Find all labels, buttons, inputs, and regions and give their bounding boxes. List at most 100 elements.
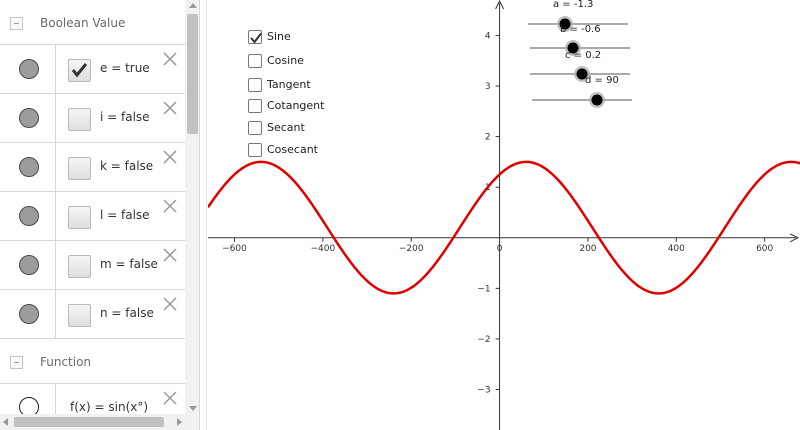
marble-cell — [0, 384, 56, 430]
scroll-down-icon[interactable] — [189, 406, 197, 411]
checkbox-cotangent[interactable]: Cotangent — [248, 97, 388, 115]
slider-label: c = 0.2 — [565, 50, 601, 61]
checkbox-cosine[interactable]: Cosine — [248, 52, 388, 70]
checkbox[interactable] — [248, 30, 262, 44]
checkbox-label: Cosecant — [267, 143, 318, 156]
x-tick-label: −600 — [222, 244, 247, 254]
marble-cell — [0, 290, 56, 338]
graphics-view[interactable]: −600 −400 −200 0 200 400 600 −3 −2 −1 1 2 3 4 a = -1.… — [208, 0, 800, 430]
algebra-row-text[interactable]: i = false — [100, 110, 150, 124]
marble-cell — [0, 241, 56, 289]
x-tick-label: −200 — [399, 244, 424, 254]
algebra-row-e[interactable]: e = true — [0, 45, 185, 94]
delete-icon[interactable] — [162, 247, 178, 263]
y-tick-label: 3 — [485, 82, 491, 92]
algebra-row-k[interactable]: k = false — [0, 143, 185, 192]
checkbox-label: Cosine — [267, 54, 304, 67]
delete-icon[interactable] — [162, 198, 178, 214]
delete-icon[interactable] — [162, 390, 178, 406]
y-tick-label: −2 — [477, 335, 490, 345]
x-axis-arrow-icon — [789, 233, 800, 243]
boolean-checkbox-e[interactable] — [68, 59, 91, 82]
boolean-checkbox-k[interactable] — [68, 157, 91, 180]
visibility-marble-icon[interactable] — [19, 59, 39, 79]
visibility-marble-icon[interactable] — [19, 108, 39, 128]
delete-icon[interactable] — [162, 51, 178, 67]
boolean-checkbox-i[interactable] — [68, 108, 91, 131]
scroll-up-icon[interactable] — [189, 3, 197, 8]
boolean-checkbox-n[interactable] — [68, 304, 91, 327]
algebra-row-text[interactable]: e = true — [100, 61, 150, 75]
slider-label: b = -0.6 — [560, 24, 601, 35]
delete-icon[interactable] — [162, 149, 178, 165]
group-label: Function — [40, 355, 92, 369]
checkbox-sine[interactable]: Sine — [248, 28, 388, 46]
algebra-view: Boolean Value e = true i = false k = fal… — [0, 0, 200, 430]
algebra-row-text[interactable]: k = false — [100, 159, 154, 173]
visibility-marble-icon[interactable] — [19, 304, 39, 324]
scroll-thumb[interactable] — [14, 417, 164, 427]
checkbox-secant[interactable]: Secant — [248, 119, 388, 137]
y-tick-label: −1 — [477, 284, 490, 294]
slider-label: d = 90 — [585, 75, 619, 86]
algebra-row-f[interactable]: f(x) = sin(x°) — [0, 384, 185, 430]
y-tick-label: −3 — [477, 386, 490, 396]
slider-knob[interactable] — [559, 18, 571, 30]
scroll-right-icon[interactable] — [177, 418, 182, 426]
slider-label: a = -1.3 — [553, 0, 593, 10]
algebra-row-text[interactable]: m = false — [100, 257, 158, 271]
checkbox-tangent[interactable]: Tangent — [248, 76, 388, 94]
collapse-icon[interactable] — [10, 356, 23, 369]
x-tick-label: 0 — [497, 244, 503, 254]
checkbox-label: Secant — [267, 121, 305, 134]
view-divider[interactable] — [200, 0, 207, 430]
marble-cell — [0, 143, 56, 191]
slider-knob[interactable] — [567, 42, 579, 54]
scroll-left-icon[interactable] — [3, 418, 8, 426]
checkbox[interactable] — [248, 99, 262, 113]
visibility-marble-icon[interactable] — [19, 255, 39, 275]
checkbox-label: Tangent — [267, 78, 311, 91]
slider-knob[interactable] — [591, 94, 603, 106]
marble-cell — [0, 45, 56, 93]
boolean-checkbox-l[interactable] — [68, 206, 91, 229]
horizontal-scrollbar[interactable] — [0, 414, 199, 430]
marble-cell — [0, 192, 56, 240]
checkmark-icon — [250, 32, 262, 44]
algebra-row-n[interactable]: n = false — [0, 290, 185, 339]
group-header-boolean[interactable]: Boolean Value — [0, 0, 185, 45]
algebra-row-text[interactable]: n = false — [100, 306, 154, 320]
visibility-marble-icon[interactable] — [19, 157, 39, 177]
checkbox-cosecant[interactable]: Cosecant — [248, 141, 388, 159]
visibility-marble-icon[interactable] — [19, 206, 39, 226]
group-header-function[interactable]: Function — [0, 339, 185, 384]
checkmark-icon — [71, 63, 88, 78]
algebra-row-i[interactable]: i = false — [0, 94, 185, 143]
checkbox[interactable] — [248, 78, 262, 92]
x-tick-label: 200 — [579, 244, 596, 254]
delete-icon[interactable] — [162, 100, 178, 116]
boolean-checkbox-m[interactable] — [68, 255, 91, 278]
y-tick-label: 4 — [485, 31, 491, 41]
x-tick-label: 600 — [756, 244, 773, 254]
algebra-row-text[interactable]: l = false — [100, 208, 150, 222]
collapse-icon[interactable] — [10, 17, 23, 30]
sine-curve[interactable] — [208, 160, 800, 295]
algebra-row-l[interactable]: l = false — [0, 192, 185, 241]
slider-knob[interactable] — [576, 68, 588, 80]
checkbox[interactable] — [248, 143, 262, 157]
delete-icon[interactable] — [162, 296, 178, 312]
scroll-thumb[interactable] — [187, 14, 198, 134]
y-axis-arrow-icon — [495, 0, 505, 10]
algebra-row-text[interactable]: f(x) = sin(x°) — [70, 400, 149, 414]
checkbox-label: Cotangent — [267, 99, 325, 112]
y-tick-label: 2 — [485, 133, 491, 143]
algebra-row-m[interactable]: m = false — [0, 241, 185, 290]
checkbox[interactable] — [248, 121, 262, 135]
group-label: Boolean Value — [40, 16, 126, 30]
checkbox[interactable] — [248, 54, 262, 68]
vertical-scrollbar[interactable] — [185, 0, 199, 414]
x-tick-label: −400 — [310, 244, 335, 254]
